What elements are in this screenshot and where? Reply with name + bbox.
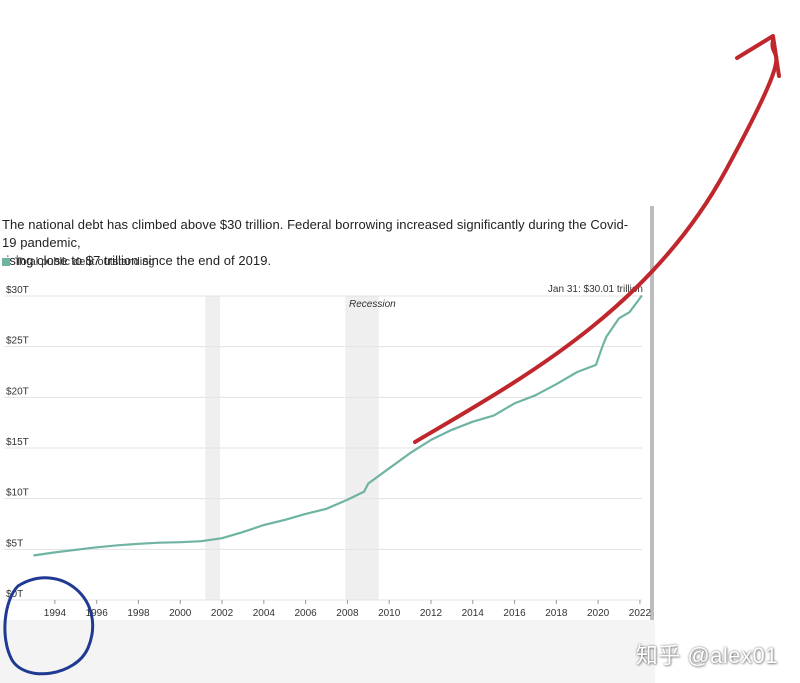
- data-point: [628, 311, 631, 314]
- chart-legend: Total public debt outstanding: [2, 256, 154, 268]
- chart-headline: The national debt has climbed above $30 …: [2, 216, 642, 270]
- data-point: [534, 394, 537, 397]
- data-point: [618, 317, 620, 320]
- latest-value-annotation: Jan 31: $30.01 trillion: [548, 284, 643, 295]
- x-tick-label: 2000: [169, 608, 192, 619]
- x-tick-label: 2022: [629, 608, 652, 619]
- series-layer: [33, 294, 643, 557]
- x-axis: 1994 1996 1998 2000 2002 2004 2006 2008 2010 2012…: [44, 600, 652, 619]
- y-axis: $0T $5T $10T $15T $20T $25T $30T: [6, 285, 29, 600]
- data-point: [74, 548, 77, 551]
- x-tick-label: 2020: [587, 608, 610, 619]
- data-point: [450, 428, 453, 431]
- x-tick-label: 2002: [211, 608, 234, 619]
- data-point: [471, 420, 474, 423]
- x-tick-label: 2014: [462, 608, 485, 619]
- data-point: [388, 467, 391, 470]
- headline-line-2: rising close to $7 trillion since the en…: [2, 253, 272, 268]
- data-point: [242, 531, 244, 534]
- data-point: [363, 490, 366, 493]
- y-tick-label: $20T: [6, 386, 29, 397]
- data-point: [33, 554, 35, 557]
- x-tick-label: 2006: [294, 608, 317, 619]
- headline-line-1: The national debt has climbed above $30 …: [2, 217, 629, 250]
- x-tick-label: 1994: [44, 608, 67, 619]
- data-point: [283, 519, 286, 521]
- data-point: [346, 498, 349, 501]
- y-tick-label: $10T: [6, 488, 29, 499]
- watermark: 知乎 @alex01: [635, 643, 778, 668]
- bottom-panel: [0, 620, 655, 683]
- data-point: [576, 371, 579, 373]
- data-point: [492, 414, 495, 417]
- data-point: [605, 335, 608, 338]
- y-tick-label: $25T: [6, 336, 29, 347]
- data-point: [640, 294, 643, 297]
- data-point: [555, 383, 558, 386]
- y-tick-label: $30T: [6, 285, 29, 296]
- x-tick-label: 2004: [253, 608, 276, 619]
- grid-layer: [4, 295, 642, 601]
- data-point: [95, 546, 98, 549]
- x-tick-label: 2016: [503, 608, 526, 619]
- data-point: [513, 402, 516, 405]
- data-point: [221, 537, 223, 540]
- data-point: [636, 300, 639, 302]
- x-tick-label: 2012: [420, 608, 443, 619]
- x-tick-label: 1998: [127, 608, 150, 619]
- x-tick-label: 2008: [336, 608, 359, 619]
- data-point: [158, 541, 161, 544]
- recession-label: Recession: [349, 299, 396, 310]
- series-line-debt: [33, 295, 643, 557]
- x-tick-label: 2018: [545, 608, 568, 619]
- data-point: [304, 512, 307, 515]
- data-point: [325, 507, 328, 510]
- data-point: [116, 544, 119, 547]
- red-trend-arrow-head: [735, 34, 781, 78]
- data-point: [601, 345, 604, 348]
- data-point: [262, 524, 265, 526]
- legend-label: Total public debt outstanding: [15, 256, 155, 268]
- data-point: [179, 541, 182, 544]
- y-tick-label: $15T: [6, 437, 29, 448]
- data-point: [200, 540, 203, 543]
- data-point: [53, 551, 56, 554]
- data-point: [367, 482, 370, 485]
- x-tick-label: 1996: [86, 608, 109, 619]
- data-point: [137, 542, 140, 545]
- x-tick-label: 2010: [378, 608, 401, 619]
- data-point: [430, 438, 432, 441]
- y-tick-label: $0T: [6, 589, 23, 600]
- data-point: [595, 364, 597, 366]
- y-tick-label: $5T: [6, 538, 23, 549]
- red-trend-arrow-shaft: [413, 38, 779, 444]
- blue-hand-drawn-circle: [3, 576, 95, 676]
- legend-swatch: [2, 258, 10, 266]
- data-point: [409, 452, 411, 454]
